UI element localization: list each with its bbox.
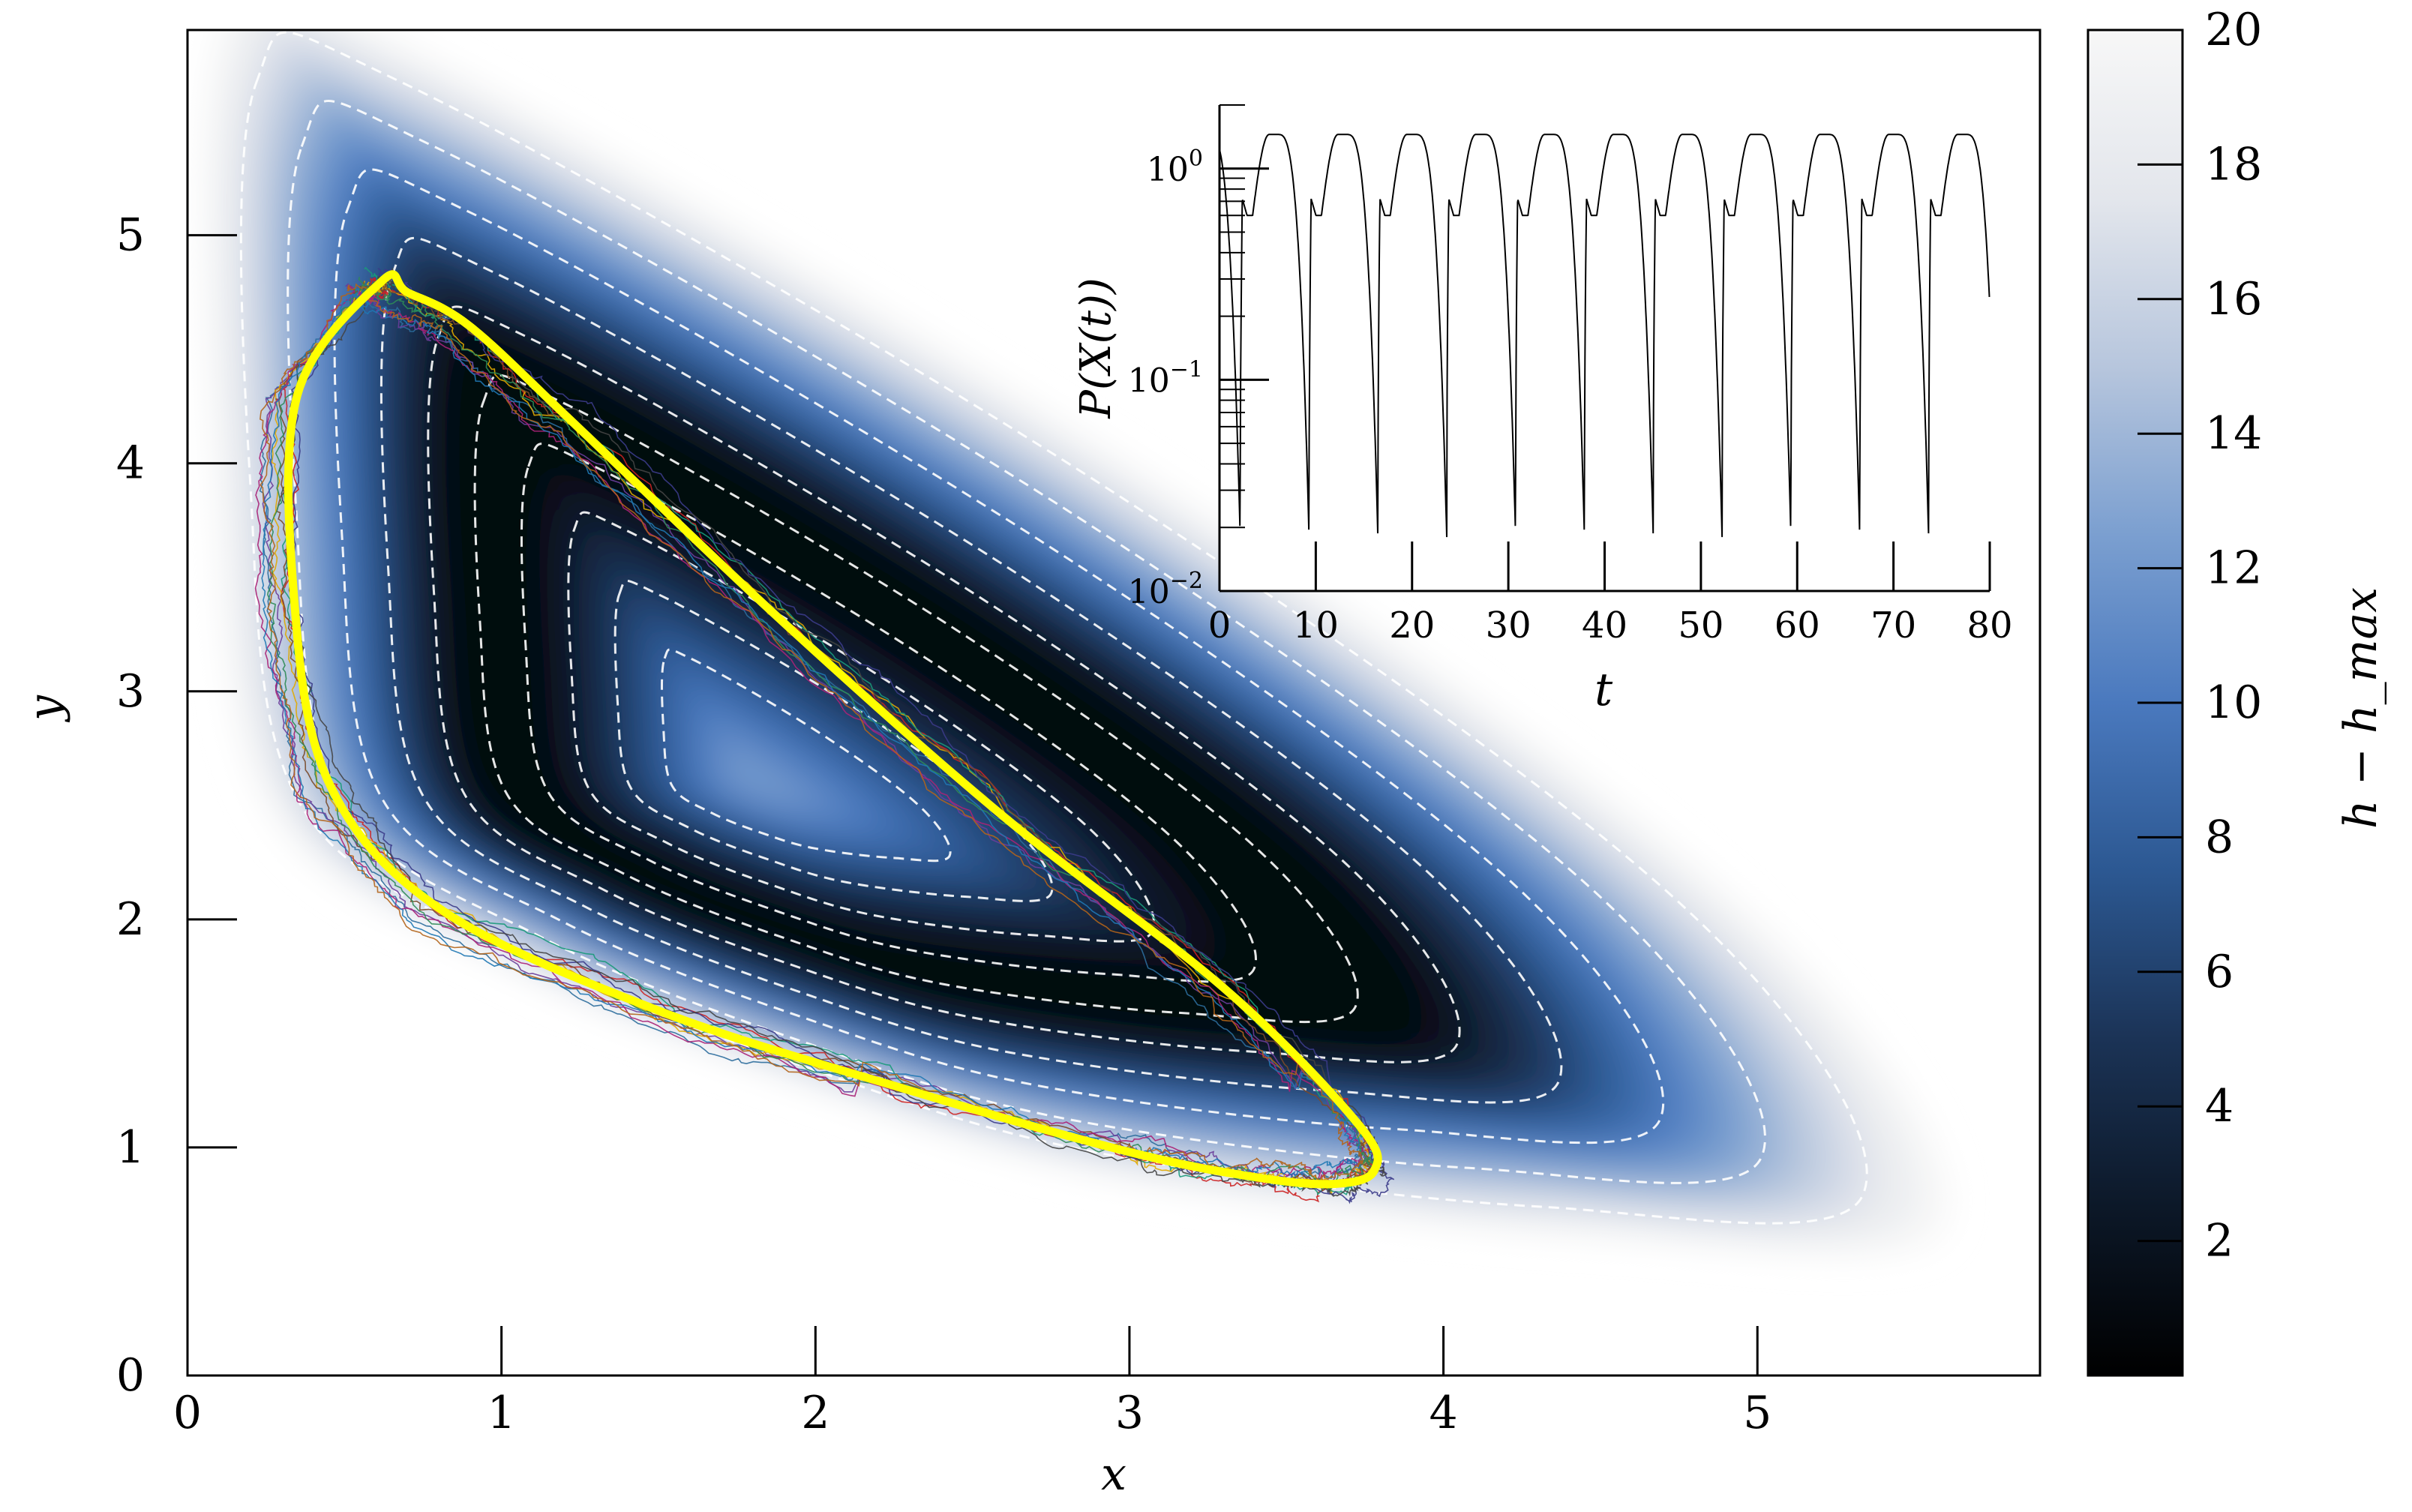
x-tick-label: 2 [801,1387,830,1439]
sample-path [254,284,1364,1180]
colorbar-ticks [2138,28,2182,1243]
inset-x-tick-label: 60 [1774,604,1820,646]
x-tick-label: 1 [488,1387,516,1439]
colorbar-tick-label: 4 [2205,1080,2234,1132]
level-curve [380,236,1563,1104]
level-curve [427,305,1461,1064]
colorbar-tick-label: 12 [2205,542,2262,595]
inset-plot: 0 10 20 30 40 50 60 70 80 10−2 10−1 100 t P(X(t)) [1072,104,2013,716]
y-tick-label: 4 [116,437,145,490]
colorbar-tick-label: 6 [2205,946,2234,998]
y-tick-labels: 0 1 2 3 4 5 [116,209,145,1402]
inset-series-line [1219,134,1990,538]
colorbar-tick-label: 8 [2205,811,2234,863]
inset-x-tick-label: 50 [1678,604,1724,646]
inset-x-tick-label: 80 [1966,604,2012,646]
inset-y-tick-label: 100 [1147,146,1203,189]
inset-x-tick-label: 70 [1870,604,1916,646]
level-curve [614,580,1054,902]
x-tick-label: 5 [1743,1387,1772,1439]
plot-frame [186,28,2042,1377]
inset-x-tick-labels: 0 10 20 30 40 50 60 70 80 [1208,604,2013,646]
inset-x-tick-label: 10 [1293,604,1339,646]
limit-cycle [284,270,1382,1189]
density-band [728,746,806,804]
x-tick-label: 4 [1429,1387,1457,1439]
y-tick-label: 1 [116,1121,145,1174]
y-tick-label: 3 [116,665,145,718]
x-tick-label: 3 [1115,1387,1144,1439]
x-axis-label: x [1101,1448,1126,1501]
level-curve [333,168,1665,1144]
x-tick-label: 0 [173,1387,202,1439]
sample-path [260,283,1364,1183]
density-band [714,727,836,816]
colorbar-tick-label: 18 [2205,138,2262,190]
colorbar-tick-label: 10 [2205,676,2262,729]
inset-x-tick-label: 30 [1486,604,1532,646]
level-curve [473,374,1359,1024]
inset-y-tick-label: 10−1 [1128,356,1203,400]
inset-x-tick-label: 0 [1208,604,1232,646]
sample-path [280,267,1388,1197]
main-ticks [188,234,1759,1376]
colorbar-tick-label: 20 [2205,4,2262,56]
colorbar-tick-labels: 2 4 6 8 10 12 14 16 18 20 [2205,4,2262,1268]
y-axis-label: y [19,694,71,723]
y-tick-label: 5 [116,209,145,262]
level-curve [661,648,952,862]
level-curve [520,442,1258,983]
y-tick-label: 0 [116,1349,145,1402]
colorbar-tick-label: 14 [2205,407,2262,460]
inset-x-axis-label: t [1594,664,1613,716]
level-curve [567,511,1156,943]
inset-x-tick-label: 20 [1389,604,1435,646]
colorbar-tick-label: 16 [2205,273,2262,326]
colorbar-label: h − h_max [2335,587,2387,829]
y-tick-label: 2 [116,893,145,946]
main-plot: 0 1 2 3 4 5 0 1 2 3 4 5 x y [19,28,2042,1501]
x-tick-labels: 0 1 2 3 4 5 [173,1387,1772,1439]
colorbar: 2 4 6 8 10 12 14 16 18 20 h − h_max [2086,4,2387,1377]
inset-y-tick-labels: 10−2 10−1 100 [1128,146,1203,611]
sample-path [267,277,1376,1192]
colorbar-tick-label: 2 [2205,1215,2234,1268]
inset-x-tick-label: 40 [1582,604,1628,646]
level-curve [239,31,1868,1225]
inset-background [1220,105,1990,591]
inset-y-tick-label: 10−2 [1128,568,1203,611]
inset-y-axis-label: P(X(t)) [1072,278,1120,418]
